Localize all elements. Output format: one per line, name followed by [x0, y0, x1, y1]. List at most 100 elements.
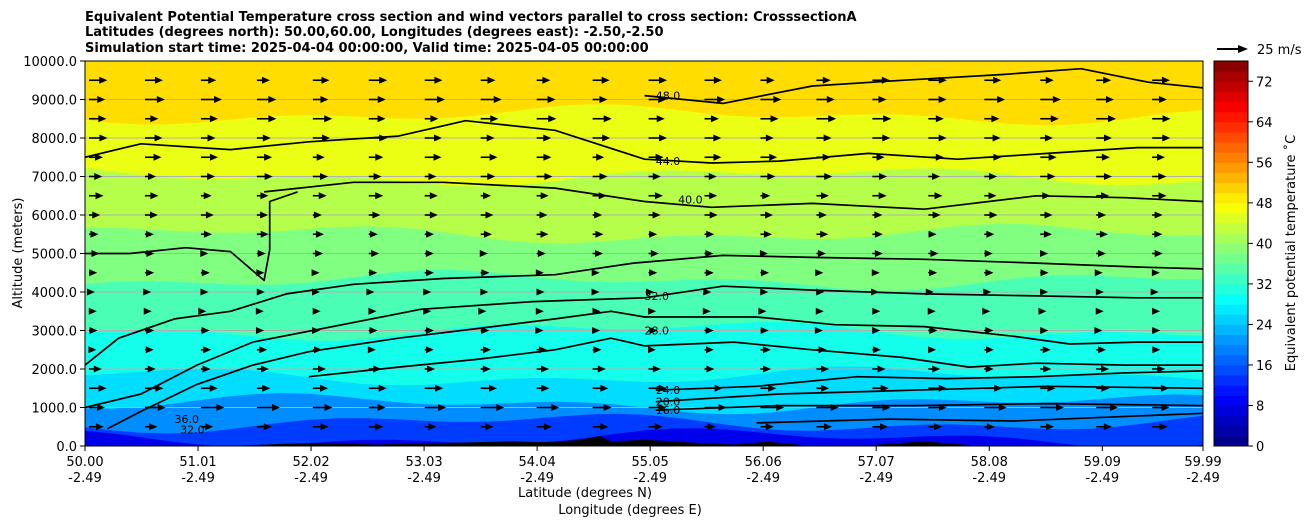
wind-vector-head	[535, 327, 544, 334]
colorbar-segment	[1214, 142, 1248, 153]
wind-vector-head	[935, 115, 944, 123]
wind-vector-head	[591, 288, 600, 296]
colorbar-segment	[1214, 405, 1248, 417]
wind-vector-head	[547, 96, 556, 103]
wind-vector-head	[658, 404, 667, 411]
colorbar-tick-label: 72	[1256, 75, 1273, 90]
wind-vector-head	[540, 230, 549, 238]
contour-line-36	[85, 254, 1203, 366]
wind-vector-head	[551, 404, 560, 411]
x-tick-label-longitude: -2.49	[1186, 471, 1220, 486]
wind-vector-head	[814, 327, 823, 334]
wind-vector-head	[645, 288, 654, 296]
y-tick-label: 7000.0	[32, 171, 78, 186]
wind-vector-head	[150, 115, 159, 123]
wind-vector-head	[821, 384, 830, 392]
wind-vector-head	[368, 307, 377, 315]
wind-vector-head	[97, 404, 106, 411]
wind-vector-head	[487, 76, 496, 84]
wind-vector-head	[367, 346, 376, 354]
wind-vector-head	[98, 384, 107, 392]
wind-vector-head	[99, 76, 108, 84]
wind-vector-head	[1095, 307, 1104, 315]
wind-vector-head	[493, 96, 502, 103]
x-tick-label-latitude: 51.01	[179, 455, 216, 470]
wind-vector-head	[205, 211, 214, 219]
colorbar-segment	[1214, 385, 1248, 396]
x-tick-label-latitude: 57.07	[858, 455, 895, 470]
wind-vector-head	[927, 307, 936, 315]
colorbar-segment	[1214, 111, 1248, 123]
wind-vector-head	[537, 250, 546, 257]
colorbar-tick-label: 48	[1256, 197, 1273, 212]
wind-vector-head	[938, 384, 947, 392]
wind-vector-head	[257, 250, 266, 257]
chart-title: Equivalent Potential Temperature cross s…	[85, 10, 857, 56]
wind-vector-head	[649, 269, 658, 277]
wind-vector-head	[595, 250, 604, 257]
wind-vector-head	[649, 327, 658, 334]
wind-vector-head	[877, 365, 886, 373]
title-line-2: Latitudes (degrees north): 50.00,60.00, …	[85, 25, 664, 40]
wind-vector-head	[592, 327, 601, 334]
wind-vector-head	[1152, 307, 1161, 315]
wind-vector-head	[483, 192, 492, 200]
wind-vector-head	[830, 404, 839, 411]
wind-vector-head	[536, 288, 545, 296]
wind-vector-head	[938, 96, 947, 103]
wind-vector-head	[256, 288, 265, 296]
wind-vector-head	[489, 153, 498, 161]
x-tick-label-longitude: -2.49	[1085, 471, 1119, 486]
wind-vector-head	[1098, 211, 1107, 219]
wind-vector-head	[650, 250, 659, 257]
contour-label: 24.0	[656, 384, 681, 397]
x-axis-label-longitude: Longitude (degrees E)	[558, 503, 702, 518]
wind-vector-head	[872, 307, 881, 315]
colorbar-tick-label: 56	[1256, 156, 1273, 171]
x-tick-label-latitude: 59.09	[1084, 455, 1121, 470]
wind-vector-head	[599, 96, 608, 103]
wind-vector-head	[539, 211, 548, 219]
wind-vector-head	[312, 327, 321, 334]
y-tick-label: 1000.0	[32, 402, 78, 417]
y-tick-label: 8000.0	[32, 132, 78, 147]
wind-vector-head	[203, 192, 212, 200]
contour-label: 36.0	[175, 413, 200, 426]
wind-vector-head	[816, 288, 825, 296]
wind-vector-head	[706, 365, 715, 373]
wind-vector-head	[1101, 192, 1110, 200]
wind-vector-head	[1044, 211, 1053, 219]
wind-vector-head	[437, 96, 446, 103]
wind-vector-head	[1103, 76, 1112, 84]
wind-vector-head	[427, 365, 436, 373]
contour-line-12	[655, 402, 1203, 412]
wind-vector-head	[759, 250, 768, 257]
x-tick-label-latitude: 53.03	[405, 455, 442, 470]
wind-vector-head	[768, 384, 777, 392]
wind-vector-head	[433, 134, 442, 142]
wind-vector-head	[1152, 346, 1161, 354]
wind-vector-head	[92, 211, 101, 219]
wind-vector-head	[377, 404, 386, 411]
wind-vector-head	[652, 365, 661, 373]
wind-vector-head	[828, 115, 837, 123]
colorbar-segment	[1214, 172, 1248, 184]
wind-vector-head	[658, 384, 667, 392]
wind-vector-head	[538, 346, 547, 354]
wind-vector-head	[93, 365, 102, 373]
colorbar-tick-label: 32	[1256, 278, 1273, 293]
wind-vector-head	[934, 423, 943, 431]
wind-vector-head	[1157, 365, 1166, 373]
wind-vector-head	[1045, 76, 1054, 84]
wind-vector-head	[593, 346, 602, 354]
title-line-1: Equivalent Potential Temperature cross s…	[85, 10, 857, 25]
colorbar-segment	[1214, 283, 1248, 295]
wind-vector-head	[705, 250, 714, 257]
wind-vector-head	[874, 211, 883, 219]
wind-vector-head	[993, 153, 1002, 161]
wind-vector-head	[535, 269, 544, 277]
wind-vector-head	[88, 307, 97, 315]
wind-vector-head	[155, 384, 164, 392]
quiver-key: 25 m/s	[1217, 43, 1302, 58]
wind-vector-head	[654, 423, 663, 431]
